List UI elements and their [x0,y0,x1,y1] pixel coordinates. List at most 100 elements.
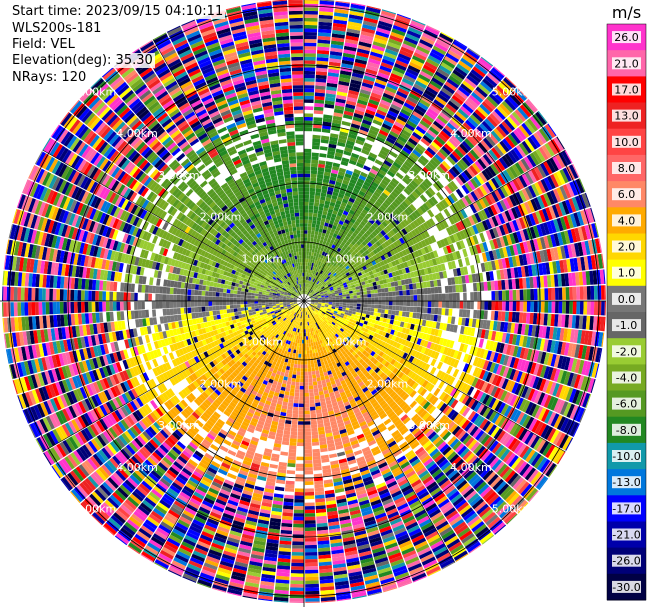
range-gate [298,336,300,340]
range-gate [349,308,353,311]
range-gate [316,221,320,225]
range-gate [289,442,296,446]
range-gate [288,456,296,460]
range-gate [292,421,298,425]
range-gate [305,492,314,496]
range-gate [290,389,295,393]
range-gate [377,313,381,317]
range-gate [479,339,485,348]
range-gate [291,570,304,574]
range-gate [291,428,297,432]
range-gate [305,450,312,454]
range-gate [285,484,294,488]
range-gate [291,424,297,428]
range-gate [580,286,584,299]
range-gate [559,288,563,300]
range-gate [410,290,414,296]
range-gate [405,284,409,289]
range-gate [309,206,314,210]
range-gate [322,302,326,303]
range-gate [313,456,321,460]
range-gate [378,297,382,301]
range-gate [308,340,310,344]
range-gate [316,185,322,189]
range-gate [311,421,317,425]
range-gate [541,301,545,313]
range-gate [314,363,318,367]
range-gate [452,285,456,293]
range-gate [438,308,442,315]
range-gate [329,302,333,304]
range-gate [313,467,321,471]
range-gate [548,288,552,300]
range-gate [431,301,435,307]
range-gate [460,301,464,309]
range-gate [300,336,302,340]
range-gate [544,301,548,313]
range-gate [343,303,347,305]
range-gate [505,312,509,322]
range-gate [573,301,577,314]
range-gate [291,566,304,570]
range-gate [407,295,411,300]
range-gate [449,301,453,308]
range-gate [304,351,307,355]
range-gate [304,74,315,78]
range-gate [299,393,304,397]
range-gate [293,531,304,535]
range-gate [288,399,293,403]
range-gate [304,39,317,43]
range-gate [396,296,400,301]
range-gate [353,309,357,312]
range-gate [307,241,310,245]
range-gate [304,7,318,11]
range-gate [305,273,307,277]
range-gate [305,549,317,553]
range-gate [314,395,319,399]
range-gate [304,67,315,71]
range-gate [295,389,300,393]
range-gate [293,403,298,407]
range-gate [297,439,304,443]
range-gate [304,71,315,75]
range-gate [314,484,323,488]
range-gate [427,314,431,320]
range-gate [305,428,311,432]
range-gate [319,153,326,158]
range-gate [373,286,377,290]
range-gate [463,293,467,301]
range-gate [399,296,403,301]
range-gate [356,292,360,295]
range-gate [299,404,304,408]
range-gate [305,545,317,549]
range-gate [473,310,477,319]
range-gate [316,188,322,192]
range-gate [350,296,354,299]
range-gate [414,295,418,300]
range-gate [396,301,400,306]
range-gate [337,452,345,457]
range-gate [442,294,446,301]
range-gate [446,366,453,375]
range-gate [406,290,410,295]
range-gate [304,36,317,40]
range-gate [594,286,598,300]
range-gate [304,404,309,408]
range-gate [317,174,323,178]
range-gate [304,167,311,171]
range-gate [363,310,367,314]
range-gate [294,400,299,404]
range-gate [516,301,520,311]
range-gate [300,333,302,337]
range-gate [299,407,304,411]
range-gate [295,492,304,496]
range-gate [305,435,312,439]
range-gate [360,304,364,307]
range-gate [431,294,435,300]
range-gate [367,308,371,312]
range-gate [362,314,366,318]
range-gate [294,499,304,503]
range-gate [313,238,317,242]
range-gate [315,195,321,199]
